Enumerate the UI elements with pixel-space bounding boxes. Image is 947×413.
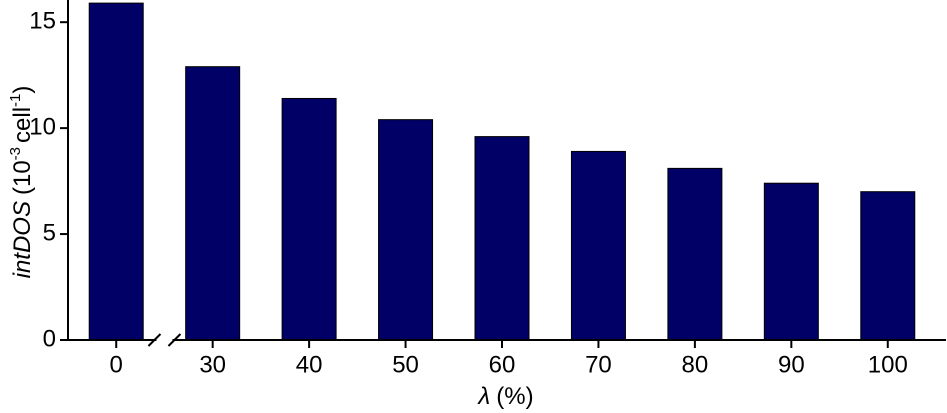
bar: [570, 150, 626, 341]
x-tick-label: 90: [778, 351, 805, 378]
x-tick-label: 60: [489, 351, 516, 378]
y-tick-label: 5: [43, 219, 56, 246]
x-tick-label: 70: [585, 351, 612, 378]
x-tick-label: 100: [868, 351, 908, 378]
y-tick-label: 0: [43, 325, 56, 352]
bar: [474, 136, 530, 341]
bar: [281, 97, 337, 341]
y-label-sup: -3: [7, 147, 24, 160]
bar: [860, 191, 916, 341]
y-label-sup: -1: [7, 94, 24, 107]
x-tick-label: 80: [682, 351, 709, 378]
x-tick-label: 50: [392, 351, 419, 378]
y-label-unit: cell: [9, 107, 36, 143]
x-label-name: λ: [476, 383, 490, 410]
x-tick-label: 30: [199, 351, 226, 378]
x-tick-label: 40: [296, 351, 323, 378]
bar: [763, 182, 819, 341]
bar: [185, 66, 241, 341]
axis-break: [167, 333, 182, 347]
axis-break: [147, 333, 162, 347]
x-tick-label: 0: [110, 351, 123, 378]
bar: [88, 2, 144, 341]
y-label-name: intDOS: [9, 201, 36, 278]
y-tick-label: 10: [29, 113, 56, 140]
y-label-unit: ): [9, 86, 36, 94]
y-axis-label: intDOS (10-3 cell-1): [7, 86, 36, 279]
y-label-unit: (10: [9, 160, 36, 195]
x-label-unit: (%): [496, 383, 533, 410]
bar: [667, 167, 723, 341]
bar: [378, 119, 434, 341]
x-axis-label: λ (%): [476, 383, 533, 410]
y-tick-label: 15: [29, 8, 56, 35]
